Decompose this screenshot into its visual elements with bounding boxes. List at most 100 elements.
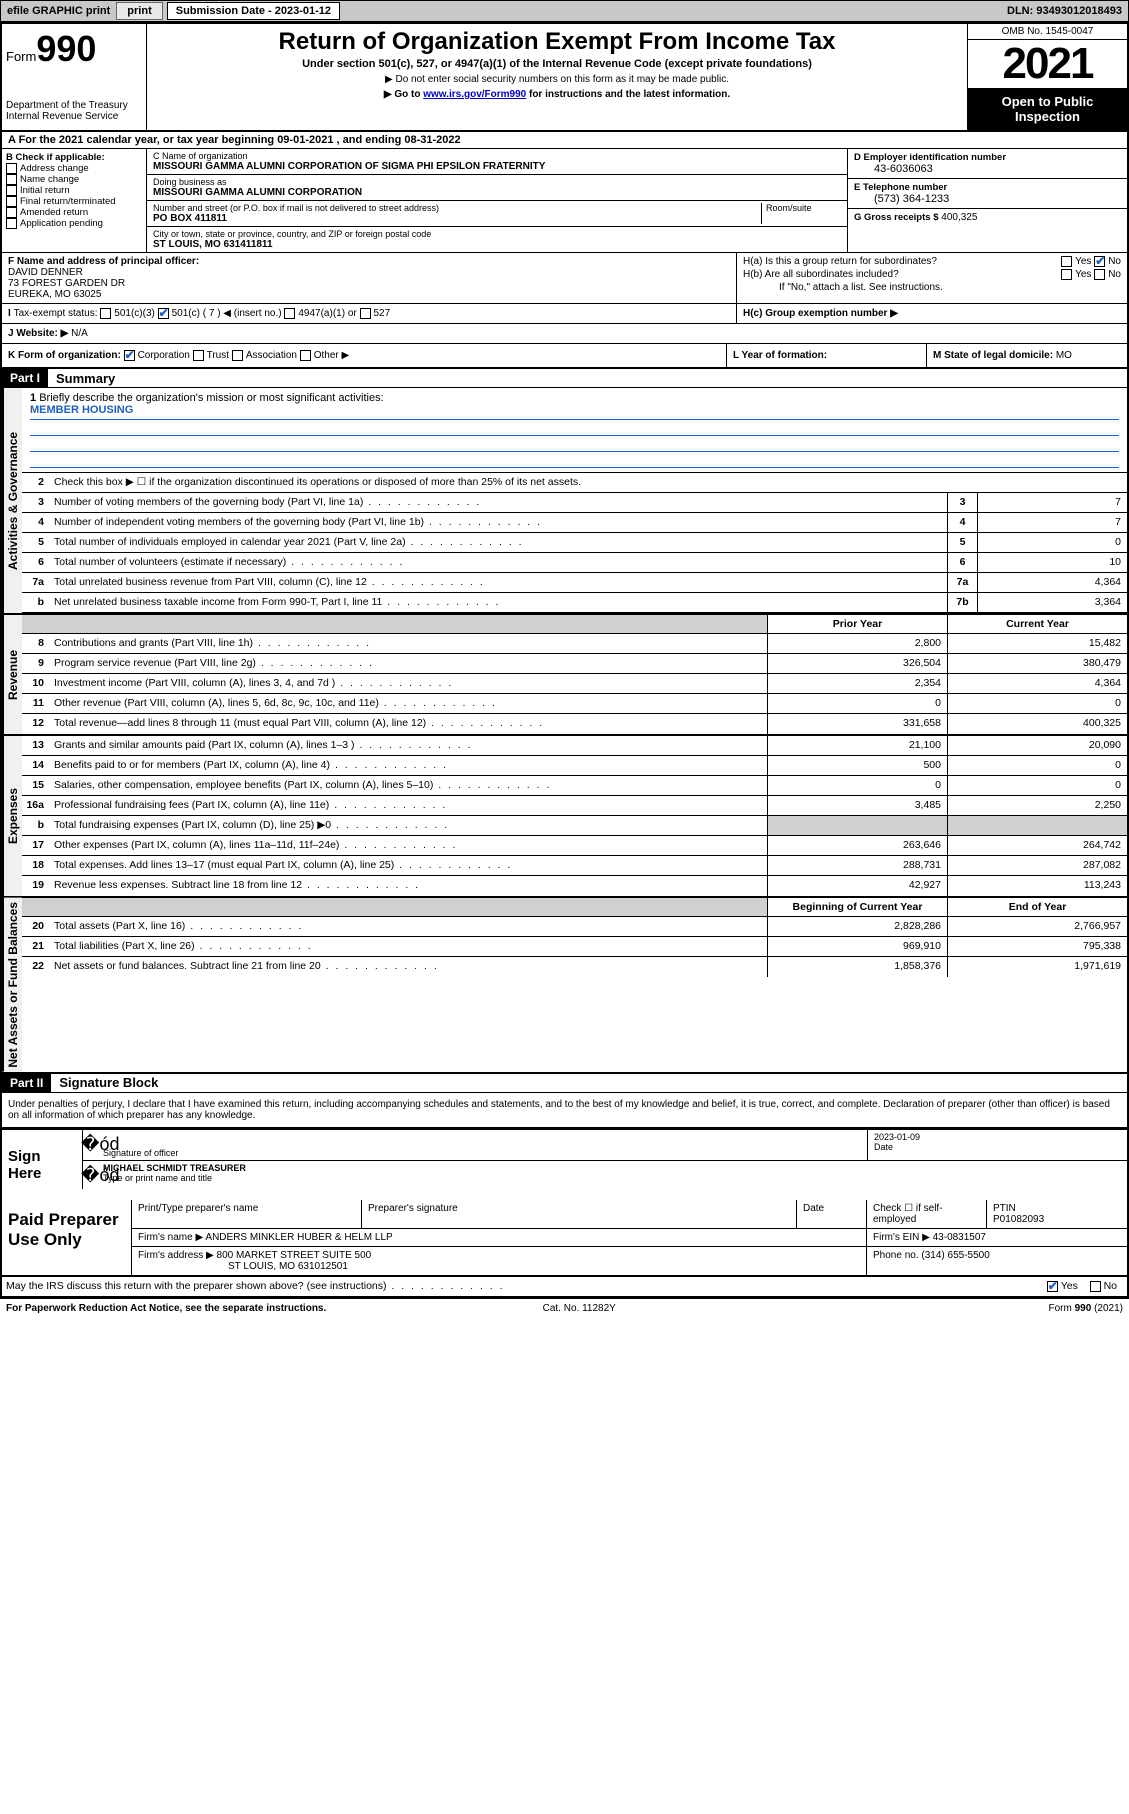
chk-initial-return[interactable]: [6, 185, 17, 196]
ptin-value: P01082093: [993, 1214, 1121, 1225]
sign-here-block: Sign Here �ód Signature of officer 2023-…: [2, 1129, 1127, 1200]
top-toolbar: efile GRAPHIC print print Submission Dat…: [0, 0, 1129, 22]
room-label: Room/suite: [766, 203, 841, 213]
tab-revenue: Revenue: [2, 615, 22, 734]
sig-name: MICHAEL SCHMIDT TREASURER: [89, 1163, 1121, 1173]
pra-notice: For Paperwork Reduction Act Notice, see …: [6, 1303, 326, 1314]
dba-name: MISSOURI GAMMA ALUMNI CORPORATION: [153, 187, 841, 198]
ha-label: H(a) Is this a group return for subordin…: [743, 256, 937, 267]
firm-city: ST LOUIS, MO 631012501: [138, 1261, 860, 1272]
col-h-group: H(a) Is this a group return for subordin…: [737, 253, 1127, 303]
pt-sig-label: Preparer's signature: [362, 1200, 797, 1228]
chk-ha-no[interactable]: [1094, 256, 1105, 267]
cat-no: Cat. No. 11282Y: [543, 1303, 616, 1314]
mission-text: MEMBER HOUSING: [30, 404, 1119, 420]
section-b-through-g: B Check if applicable: Address change Na…: [2, 149, 1127, 253]
chk-address-change[interactable]: [6, 163, 17, 174]
pt-name-label: Print/Type preparer's name: [132, 1200, 362, 1228]
addr-label: Number and street (or P.O. box if mail i…: [153, 203, 761, 213]
table-row: 21Total liabilities (Part X, line 26)969…: [22, 937, 1127, 957]
irs-link[interactable]: www.irs.gov/Form990: [423, 89, 526, 100]
header-right: OMB No. 1545-0047 2021 Open to Public In…: [967, 24, 1127, 130]
row-j-website: J Website: ▶ N/A: [2, 324, 1127, 344]
chk-corp[interactable]: [124, 350, 135, 361]
chk-trust[interactable]: [193, 350, 204, 361]
ptin-label: PTIN: [993, 1203, 1121, 1214]
line-1-mission: 1 Briefly describe the organization's mi…: [22, 388, 1127, 473]
paid-preparer-block: Paid Preparer Use Only Print/Type prepar…: [2, 1200, 1127, 1277]
chk-app-pending[interactable]: [6, 218, 17, 229]
row-a-tax-year: A For the 2021 calendar year, or tax yea…: [2, 132, 1127, 149]
firm-addr-label: Firm's address ▶: [138, 1250, 214, 1261]
table-row: 9Program service revenue (Part VIII, lin…: [22, 654, 1127, 674]
sign-here-label: Sign Here: [2, 1130, 82, 1200]
part1-expenses: Expenses 13Grants and similar amounts pa…: [2, 736, 1127, 898]
pt-date-label: Date: [797, 1200, 867, 1228]
table-row: 11Other revenue (Part VIII, column (A), …: [22, 694, 1127, 714]
k-label: K Form of organization:: [8, 350, 121, 361]
tab-net-assets: Net Assets or Fund Balances: [2, 898, 22, 1072]
j-label: J Website: ▶: [8, 328, 68, 339]
chk-amended[interactable]: [6, 207, 17, 218]
sig-date-value: 2023-01-09: [874, 1132, 1121, 1142]
year-header-net: Beginning of Current Year End of Year: [22, 898, 1127, 917]
declaration-text: Under penalties of perjury, I declare th…: [2, 1093, 1127, 1129]
chk-527[interactable]: [360, 308, 371, 319]
pt-self-employed: Check ☐ if self-employed: [867, 1200, 987, 1228]
table-row: 16aProfessional fundraising fees (Part I…: [22, 796, 1127, 816]
line-2: Check this box ▶ ☐ if the organization d…: [50, 473, 1127, 492]
chk-discuss-no[interactable]: [1090, 1281, 1101, 1292]
header-title-block: Return of Organization Exempt From Incom…: [147, 24, 967, 130]
m-label: M State of legal domicile:: [933, 350, 1053, 361]
officer-name: DAVID DENNER: [8, 267, 730, 278]
chk-ha-yes[interactable]: [1061, 256, 1072, 267]
dba-label: Doing business as: [153, 177, 841, 187]
part1-revenue: Revenue Prior Year Current Year 8Contrib…: [2, 615, 1127, 736]
c-name-label: C Name of organization: [153, 151, 841, 161]
table-row: 7aTotal unrelated business revenue from …: [22, 573, 1127, 593]
submission-date: Submission Date - 2023-01-12: [167, 2, 340, 20]
table-row: 10Investment income (Part VIII, column (…: [22, 674, 1127, 694]
hb-note: If "No," attach a list. See instructions…: [743, 282, 1121, 293]
chk-hb-yes[interactable]: [1061, 269, 1072, 280]
ein-value: 43-6036063: [854, 163, 1121, 175]
chk-final-return[interactable]: [6, 196, 17, 207]
form-note-1: ▶ Do not enter social security numbers o…: [155, 74, 959, 85]
table-row: 20Total assets (Part X, line 16)2,828,28…: [22, 917, 1127, 937]
table-row: 13Grants and similar amounts paid (Part …: [22, 736, 1127, 756]
city-label: City or town, state or province, country…: [153, 229, 841, 239]
form-note-2: ▶ Go to www.irs.gov/Form990 for instruct…: [155, 89, 959, 100]
org-name: MISSOURI GAMMA ALUMNI CORPORATION OF SIG…: [153, 161, 841, 172]
form-title: Return of Organization Exempt From Incom…: [155, 28, 959, 56]
chk-assoc[interactable]: [232, 350, 243, 361]
chk-name-change[interactable]: [6, 174, 17, 185]
col-f-officer: F Name and address of principal officer:…: [2, 253, 737, 303]
tax-year: 2021: [968, 40, 1127, 88]
table-row: 17Other expenses (Part IX, column (A), l…: [22, 836, 1127, 856]
chk-other[interactable]: [300, 350, 311, 361]
chk-discuss-yes[interactable]: [1047, 1281, 1058, 1292]
hb-label: H(b) Are all subordinates included?: [743, 269, 899, 280]
chk-501c3[interactable]: [100, 308, 111, 319]
form-subtitle: Under section 501(c), 527, or 4947(a)(1)…: [155, 58, 959, 70]
part1-tag: Part I: [2, 369, 48, 387]
tab-governance: Activities & Governance: [2, 388, 22, 613]
print-button[interactable]: print: [116, 2, 162, 20]
firm-ein-label: Firm's EIN ▶: [873, 1232, 930, 1243]
current-year-hdr: Current Year: [947, 615, 1127, 633]
chk-501c[interactable]: [158, 308, 169, 319]
city-state-zip: ST LOUIS, MO 631411811: [153, 239, 841, 250]
col-b-checkboxes: B Check if applicable: Address change Na…: [2, 149, 147, 252]
part1-header: Part I Summary: [2, 369, 1127, 388]
table-row: 5Total number of individuals employed in…: [22, 533, 1127, 553]
sig-date-label: Date: [874, 1142, 1121, 1152]
table-row: 8Contributions and grants (Part VIII, li…: [22, 634, 1127, 654]
chk-hb-no[interactable]: [1094, 269, 1105, 280]
part1-title: Summary: [48, 371, 115, 386]
chk-4947[interactable]: [284, 308, 295, 319]
firm-name: ANDERS MINKLER HUBER & HELM LLP: [205, 1232, 392, 1243]
firm-phone: (314) 655-5500: [921, 1250, 989, 1261]
gross-receipts-value: 400,325: [941, 212, 977, 223]
firm-ein: 43-0831507: [933, 1232, 986, 1243]
table-row: bTotal fundraising expenses (Part IX, co…: [22, 816, 1127, 836]
